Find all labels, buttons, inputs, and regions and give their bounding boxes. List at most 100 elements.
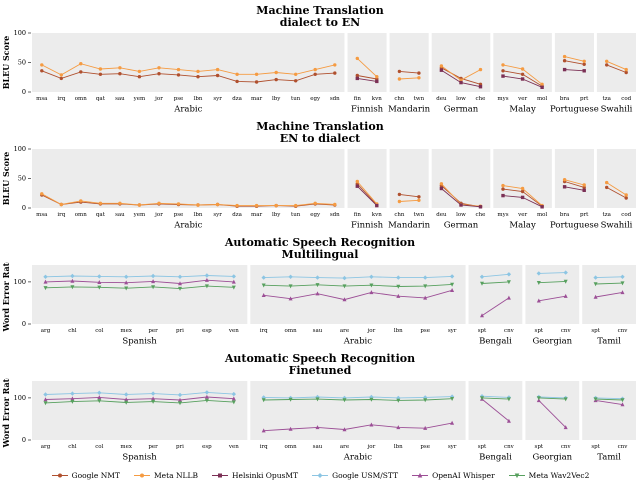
svg-text:pse: pse — [420, 328, 430, 334]
svg-text:mar: mar — [251, 96, 262, 102]
chart-mt-en-to-dialect: Machine Translation EN to dialect 0 50 100… — [0, 121, 640, 236]
chart-title: Automatic Speech Recognition Multilingua… — [0, 237, 640, 261]
svg-text:mar: mar — [251, 212, 262, 218]
svg-text:per: per — [148, 444, 158, 450]
svg-text:pri: pri — [176, 444, 184, 450]
legend-item: Meta Wav2Vec2 — [508, 471, 590, 480]
svg-text:Georgian: Georgian — [532, 453, 572, 463]
svg-text:lbn: lbn — [194, 212, 203, 218]
chart-plot-area: 0 50 100 BLEU Score msa irq omn qat sau yem jor pse… — [0, 30, 640, 120]
svg-text:spt: spt — [478, 328, 487, 334]
svg-text:tun: tun — [291, 96, 301, 102]
svg-text:che: che — [476, 212, 486, 218]
svg-text:spt: spt — [535, 444, 544, 450]
svg-text:sdn: sdn — [330, 212, 340, 218]
svg-text:deu: deu — [436, 212, 447, 218]
svg-text:0: 0 — [22, 436, 26, 444]
svg-text:cnv: cnv — [618, 444, 629, 450]
svg-text:lbn: lbn — [394, 444, 403, 450]
svg-text:jor: jor — [154, 96, 163, 102]
svg-text:Malay: Malay — [509, 105, 536, 115]
chart-title: Machine Translation EN to dialect — [0, 121, 640, 145]
svg-text:twn: twn — [414, 212, 425, 218]
svg-text:pri: pri — [176, 328, 184, 334]
svg-text:spt: spt — [535, 328, 544, 334]
legend-marker-icon — [312, 473, 329, 478]
svg-text:esp: esp — [202, 444, 212, 450]
svg-text:mex: mex — [120, 444, 132, 450]
svg-text:qat: qat — [96, 96, 106, 102]
svg-text:twn: twn — [414, 96, 425, 102]
svg-text:cod: cod — [621, 96, 631, 102]
svg-text:100: 100 — [14, 278, 26, 286]
legend-marker-icon — [508, 473, 525, 479]
svg-text:ven: ven — [228, 444, 239, 450]
svg-text:irq: irq — [260, 444, 268, 450]
svg-text:Word Error Rate: Word Error Rate — [1, 378, 11, 448]
chart-title-line2: Finetuned — [288, 364, 352, 377]
svg-text:0: 0 — [22, 320, 26, 328]
svg-text:col: col — [95, 328, 103, 334]
svg-text:omn: omn — [285, 444, 298, 450]
legend-marker-icon — [211, 473, 228, 478]
svg-text:spt: spt — [591, 328, 600, 334]
svg-text:qat: qat — [96, 212, 106, 218]
svg-text:0: 0 — [22, 204, 26, 212]
chart-plot-area: 0 100 Word Error Rate arg chl col mex per pri esp… — [0, 262, 640, 352]
svg-text:Mandarin: Mandarin — [388, 105, 431, 115]
svg-text:omn: omn — [75, 96, 88, 102]
svg-text:spt: spt — [591, 444, 600, 450]
svg-text:syr: syr — [448, 444, 457, 450]
legend-marker-icon — [133, 473, 150, 478]
svg-text:cnv: cnv — [561, 328, 572, 334]
svg-text:spt: spt — [478, 444, 487, 450]
svg-text:0: 0 — [22, 88, 26, 96]
svg-text:cnv: cnv — [561, 444, 572, 450]
svg-text:Portuguese: Portuguese — [550, 221, 599, 231]
svg-text:prt: prt — [580, 212, 589, 218]
legend-marker-icon — [412, 472, 429, 478]
svg-text:sau: sau — [115, 212, 125, 218]
svg-text:mol: mol — [537, 96, 548, 102]
svg-text:ver: ver — [517, 212, 527, 218]
svg-text:low: low — [456, 212, 466, 218]
svg-text:Bengali: Bengali — [479, 337, 512, 347]
svg-text:irq: irq — [57, 212, 65, 218]
svg-text:syr: syr — [213, 96, 222, 102]
svg-text:dza: dza — [232, 212, 242, 218]
chart-title-line1: Automatic Speech Recognition — [224, 236, 416, 249]
svg-text:kvn: kvn — [372, 212, 382, 218]
svg-text:chl: chl — [68, 328, 77, 334]
chart-title-line1: Machine Translation — [256, 120, 384, 133]
chart-asr-finetuned: Automatic Speech Recognition Finetuned 0… — [0, 353, 640, 468]
svg-text:BLEU Score: BLEU Score — [1, 36, 11, 90]
chart-title: Machine Translation dialect to EN — [0, 5, 640, 29]
svg-text:ven: ven — [228, 328, 239, 334]
legend-label: Meta Wav2Vec2 — [528, 471, 590, 480]
legend-label: Google USM/STT — [332, 471, 399, 480]
legend-label: Meta NLLB — [153, 471, 198, 480]
svg-text:Georgian: Georgian — [532, 337, 572, 347]
svg-text:tza: tza — [603, 212, 612, 218]
svg-text:omn: omn — [75, 212, 88, 218]
svg-text:Swahili: Swahili — [601, 105, 633, 115]
svg-text:Finnish: Finnish — [351, 221, 384, 231]
svg-text:tun: tun — [291, 212, 301, 218]
legend-marker-icon — [51, 473, 68, 478]
svg-text:50: 50 — [18, 175, 26, 183]
svg-text:Finnish: Finnish — [351, 105, 384, 115]
chart-plot-area: 0 100 Word Error Rate arg chl col mex per pri esp… — [0, 378, 640, 468]
svg-text:cnv: cnv — [504, 328, 515, 334]
svg-text:Arabic: Arabic — [173, 221, 202, 231]
svg-text:100: 100 — [14, 30, 26, 37]
svg-text:50: 50 — [18, 59, 26, 67]
svg-text:Mandarin: Mandarin — [388, 221, 431, 231]
svg-text:lbn: lbn — [194, 96, 203, 102]
svg-text:esp: esp — [202, 328, 212, 334]
svg-text:Arabic: Arabic — [343, 337, 372, 347]
svg-text:yem: yem — [133, 212, 146, 218]
